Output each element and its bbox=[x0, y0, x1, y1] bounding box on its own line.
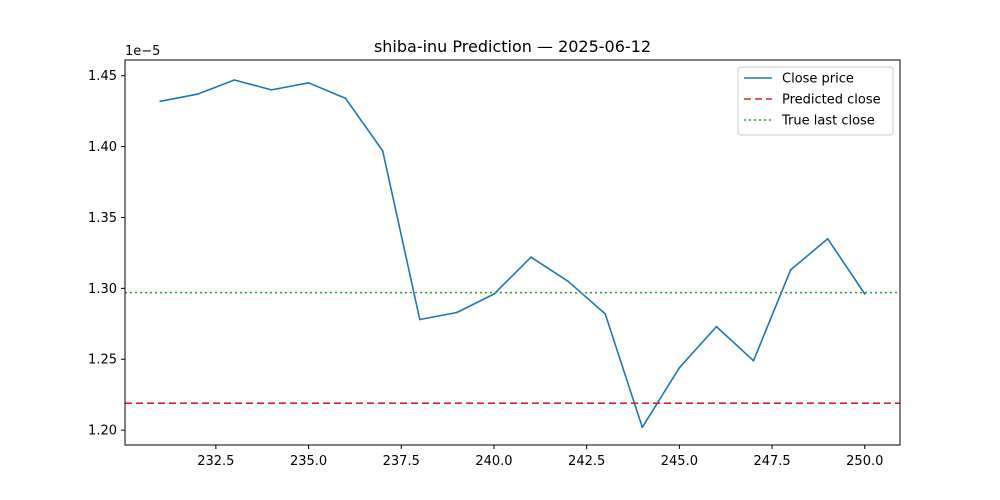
x-tick-label: 245.0 bbox=[661, 454, 698, 469]
data-point bbox=[715, 325, 718, 328]
x-tick-label: 247.5 bbox=[753, 454, 790, 469]
y-tick-label: 1.35 bbox=[88, 211, 117, 226]
data-point bbox=[493, 293, 495, 295]
x-tick-label: 235.0 bbox=[290, 454, 327, 469]
data-point bbox=[159, 100, 162, 103]
data-point bbox=[307, 81, 310, 84]
x-tick-label: 240.0 bbox=[475, 454, 512, 469]
y-tick-label: 1.45 bbox=[88, 69, 117, 84]
y-tick-label: 1.25 bbox=[88, 353, 117, 368]
data-point bbox=[381, 149, 384, 152]
data-point bbox=[826, 237, 829, 240]
data-point bbox=[270, 89, 273, 91]
data-point bbox=[567, 280, 570, 283]
x-tick-label: 242.5 bbox=[568, 454, 605, 469]
data-point bbox=[863, 293, 866, 295]
data-point bbox=[530, 256, 532, 259]
legend-label-0: Close price bbox=[782, 72, 854, 87]
y-tick-label: 1.40 bbox=[88, 140, 117, 155]
data-point bbox=[641, 426, 644, 429]
data-point bbox=[344, 97, 347, 100]
legend-label-2: True last close bbox=[781, 114, 875, 129]
x-axis: 232.5 235.0 237.5 240.0 242.5 245.0 247.5 250.0 bbox=[197, 445, 883, 469]
y-tick-label: 1.30 bbox=[88, 282, 117, 297]
data-point bbox=[196, 93, 199, 96]
data-point bbox=[604, 312, 607, 315]
data-point bbox=[752, 359, 755, 362]
data-point bbox=[455, 311, 458, 314]
data-point bbox=[418, 318, 421, 321]
plot-frame bbox=[124, 59, 901, 446]
legend: Close price Predicted close True last clos… bbox=[737, 66, 894, 136]
x-tick-label: 250.0 bbox=[846, 454, 883, 469]
data-point bbox=[678, 366, 681, 369]
x-tick-label: 232.5 bbox=[197, 454, 234, 469]
series-0-line bbox=[160, 79, 866, 429]
y-axis: 1.20 1.25 1.30 1.35 1.40 1.45 bbox=[88, 69, 125, 439]
legend-label-1: Predicted close bbox=[782, 93, 881, 108]
legend-box bbox=[737, 66, 894, 136]
plot-area bbox=[125, 79, 900, 429]
y-tick-label: 1.20 bbox=[88, 424, 117, 439]
data-point bbox=[233, 79, 236, 81]
data-point bbox=[789, 269, 792, 271]
x-tick-label: 237.5 bbox=[383, 454, 420, 469]
chart-title: shiba-inu Prediction — 2025-06-12 bbox=[374, 37, 651, 56]
y-axis-offset-label: 1e−5 bbox=[125, 44, 160, 59]
